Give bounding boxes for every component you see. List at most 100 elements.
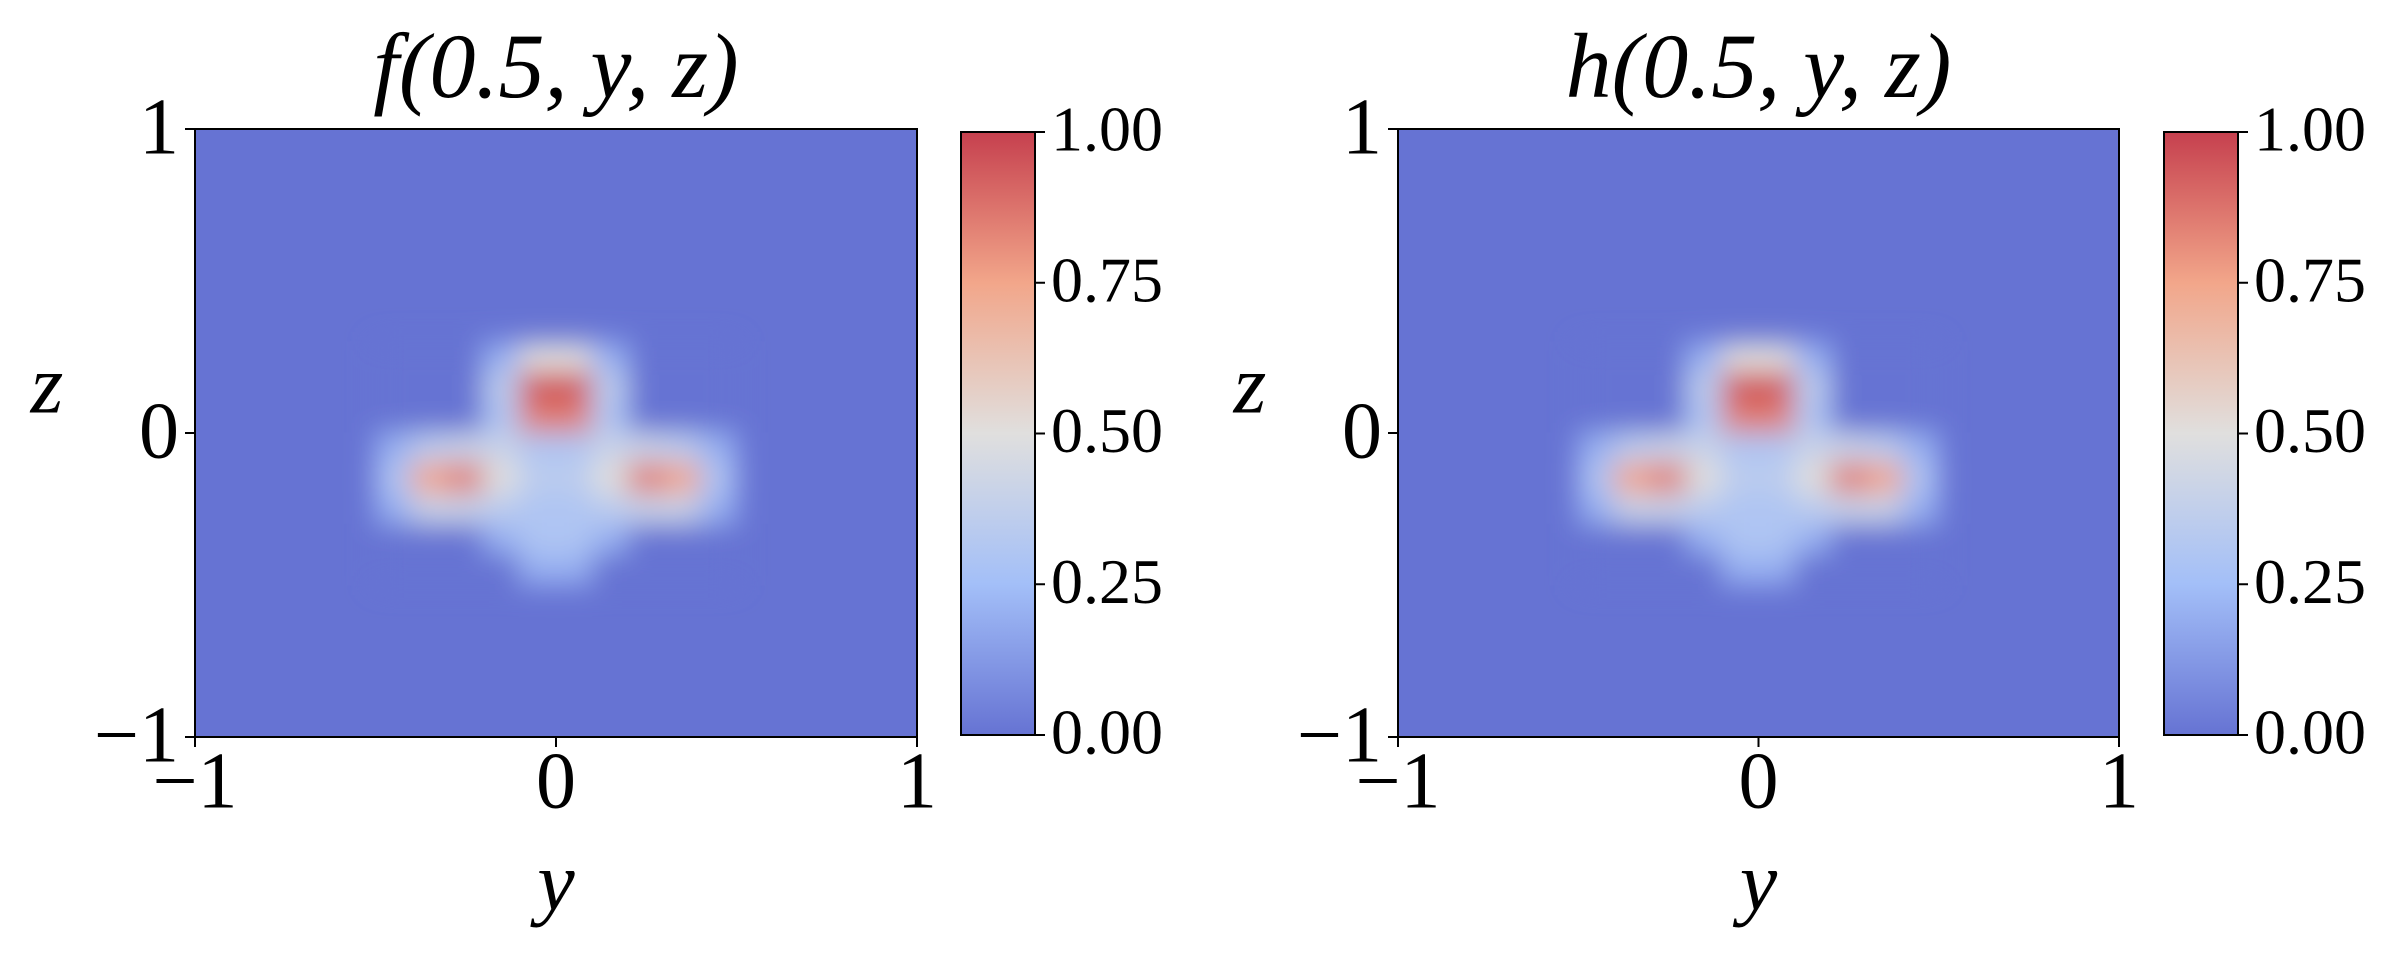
- x-axis-label: y: [529, 835, 575, 928]
- x-tick-label: 0: [536, 737, 576, 825]
- heat-cell: [375, 402, 413, 434]
- heat-cell: [591, 523, 629, 556]
- colorbar-tick-label: 0.75: [1051, 244, 1163, 315]
- heat-cell: [1866, 462, 1904, 495]
- heat-cell: [483, 554, 521, 586]
- heat-cell: [1794, 493, 1832, 525]
- heat-cell: [411, 554, 449, 586]
- heat-cell: [1902, 341, 1940, 373]
- heat-cell: [555, 432, 593, 464]
- heat-cell: [1577, 432, 1615, 464]
- heat-cell: [1866, 432, 1904, 464]
- heat-cell: [663, 462, 701, 495]
- chart-title: f(0.5, y, z): [373, 15, 738, 117]
- heat-cell: [519, 493, 557, 525]
- heat-cell: [627, 341, 665, 373]
- heat-cell: [375, 462, 413, 495]
- heat-cell: [1794, 371, 1832, 404]
- heat-cell: [1721, 554, 1759, 586]
- heat-cell: [483, 462, 521, 495]
- heat-cell: [375, 341, 413, 373]
- heat-cell: [411, 402, 449, 434]
- heat-cell: [447, 462, 485, 495]
- heat-cell: [1721, 402, 1759, 434]
- colorbar: 0.00 0.25 0.50 0.75 1.00: [960, 94, 1163, 768]
- heat-cell: [411, 341, 449, 373]
- heat-cell: [1866, 371, 1904, 404]
- heat-cell: [1577, 523, 1615, 556]
- heat-cell: [1613, 493, 1651, 525]
- heat-cell: [1830, 523, 1868, 556]
- colorbar: 0.00 0.25 0.50 0.75 1.00: [2163, 94, 2366, 768]
- heat-cell: [591, 371, 629, 404]
- heat-cell: [375, 432, 413, 464]
- heat-cell: [1866, 341, 1904, 373]
- heat-cell: [663, 432, 701, 464]
- heat-cell: [627, 462, 665, 495]
- x-axis-label: y: [1732, 835, 1778, 928]
- heat-cell: [555, 371, 593, 404]
- heat-cell: [1613, 523, 1651, 556]
- heat-cell: [591, 402, 629, 434]
- y-tick-label: 1: [139, 83, 179, 171]
- heat-cell: [1685, 402, 1723, 434]
- heat-cell: [699, 462, 737, 495]
- colorbar-tick-label: 0.75: [2254, 244, 2366, 315]
- heat-cell: [1794, 462, 1832, 495]
- heat-cell: [1902, 432, 1940, 464]
- heat-cell: [375, 371, 413, 404]
- heat-cell: [483, 432, 521, 464]
- heat-cell: [663, 554, 701, 586]
- chart-title: h(0.5, y, z): [1566, 15, 1952, 117]
- heat-cell: [555, 523, 593, 556]
- colorbar-tick-label: 0.25: [1051, 546, 1163, 617]
- heat-cell: [1649, 462, 1687, 495]
- plot: −1 0 1 −1 0 1 f(0.5, y, z) y z: [30, 15, 937, 928]
- heat-cell: [663, 341, 701, 373]
- heat-cell: [1721, 371, 1759, 404]
- heat-cell: [699, 402, 737, 434]
- heat-cell: [483, 523, 521, 556]
- colorbar-tick-label: 1.00: [2254, 94, 2366, 165]
- heat-cell: [699, 523, 737, 556]
- field-cells: [1577, 341, 1940, 586]
- heat-cell: [627, 523, 665, 556]
- heat-cell: [1649, 402, 1687, 434]
- heat-cell: [411, 493, 449, 525]
- heat-cell: [1794, 554, 1832, 586]
- colorbar-tick-label: 0.00: [1051, 697, 1163, 768]
- heat-cell: [1902, 493, 1940, 525]
- heat-cell: [627, 371, 665, 404]
- heat-cell: [1613, 341, 1651, 373]
- heat-cell: [1794, 402, 1832, 434]
- heat-cell: [1613, 402, 1651, 434]
- heat-cell: [1613, 432, 1651, 464]
- colorbar-fill: [960, 131, 1036, 736]
- field-cells: [375, 341, 737, 586]
- x-tick-label: −1: [1355, 737, 1440, 825]
- heat-cell: [1758, 493, 1796, 525]
- heat-cell: [519, 523, 557, 556]
- colorbar-tick-label: 0.25: [2254, 546, 2366, 617]
- heat-cell: [1721, 493, 1759, 525]
- heat-cell: [519, 462, 557, 495]
- heat-cell: [1830, 432, 1868, 464]
- heat-cell: [663, 523, 701, 556]
- heat-cell: [1758, 462, 1796, 495]
- heat-cell: [1649, 523, 1687, 556]
- heat-cell: [627, 493, 665, 525]
- heat-cell: [375, 523, 413, 556]
- heat-cell: [1685, 554, 1723, 586]
- heat-cell: [519, 402, 557, 434]
- x-tick-label: 1: [897, 737, 937, 825]
- heat-cell: [1830, 493, 1868, 525]
- x-tick-label: 1: [2099, 737, 2139, 825]
- heat-cell: [699, 371, 737, 404]
- heat-cell: [1830, 554, 1868, 586]
- heat-cell: [1758, 341, 1796, 373]
- heat-cell: [555, 402, 593, 434]
- field: [1577, 341, 1940, 586]
- colorbar-tick-label: 0.50: [1051, 395, 1163, 466]
- heat-cell: [1685, 462, 1723, 495]
- y-axis-label: z: [1233, 338, 1267, 431]
